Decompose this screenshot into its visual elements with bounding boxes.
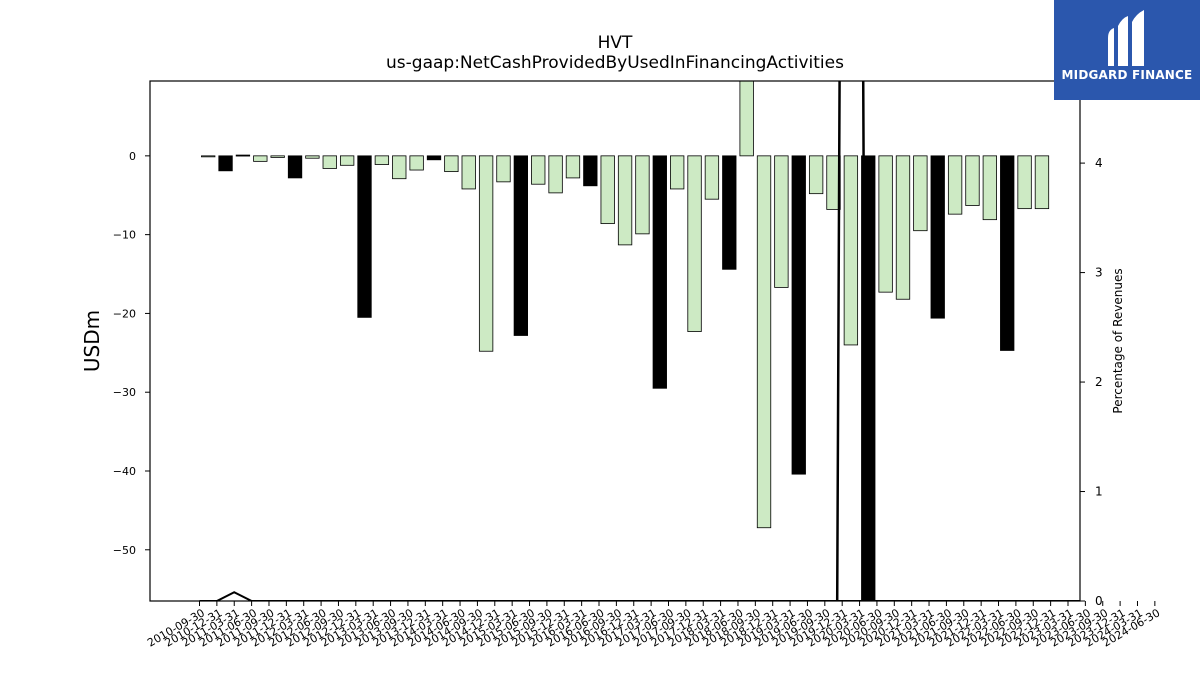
bar-13 — [426, 155, 442, 161]
bar-22 — [583, 155, 598, 187]
bar-40 — [895, 155, 911, 300]
y2-tick-label-4: 4 — [1095, 156, 1103, 170]
bar-20 — [548, 155, 563, 194]
bar-23 — [600, 155, 615, 225]
bar-24 — [617, 155, 633, 246]
bar-28 — [687, 155, 702, 332]
bar-1 — [218, 155, 233, 172]
plot-frame — [149, 80, 1081, 602]
y-tick-label-4: −40 — [113, 465, 136, 478]
bar-44 — [965, 155, 980, 206]
bar-30 — [722, 155, 737, 270]
bar-8 — [339, 155, 355, 166]
y2-axis-label: Percentage of Revenues — [1111, 268, 1125, 413]
chart-subtitle: us-gaap:NetCashProvidedByUsedInFinancing… — [386, 53, 844, 73]
bar-12 — [409, 155, 424, 171]
bar-18 — [513, 155, 528, 336]
ratio-spike — [835, 81, 867, 601]
y-tick-label-2: −20 — [113, 307, 136, 320]
bar-21 — [565, 155, 581, 179]
y-tick-label-3: −30 — [113, 386, 136, 399]
bar-26 — [652, 155, 667, 389]
bar-47 — [1017, 155, 1032, 210]
logo-text: MIDGARD FINANCE — [1061, 68, 1193, 82]
bar-7 — [322, 155, 337, 169]
bar-45 — [982, 155, 997, 221]
bar-46 — [1000, 155, 1015, 351]
y-tick-label-5: −50 — [113, 544, 136, 557]
bar-25 — [635, 155, 650, 235]
bar-6 — [305, 155, 320, 159]
bar-3 — [253, 155, 268, 162]
bar-33 — [774, 155, 789, 288]
bar-17 — [496, 155, 511, 183]
y-tick-label-1: −10 — [113, 229, 136, 242]
line-group — [199, 81, 1080, 601]
chart-title: HVT — [598, 33, 633, 53]
bars-group — [201, 81, 1050, 601]
bar-31 — [739, 81, 754, 157]
bar-34 — [791, 155, 806, 475]
bar-2 — [235, 154, 251, 157]
bar-0 — [201, 155, 216, 158]
bar-4 — [270, 155, 285, 158]
y2-tick-label-2: 2 — [1095, 375, 1103, 389]
y2-tick-label-0: 0 — [1095, 594, 1103, 608]
bar-14 — [444, 155, 459, 173]
bar-16 — [478, 155, 494, 352]
bar-11 — [392, 155, 407, 180]
bar-39 — [878, 155, 893, 293]
y2-tick-label-3: 3 — [1095, 266, 1103, 280]
bar-48 — [1034, 155, 1050, 210]
y2-tick-label-1: 1 — [1095, 485, 1103, 499]
bar-5 — [287, 155, 303, 179]
bar-43 — [947, 155, 963, 215]
bar-29 — [704, 155, 720, 200]
bar-10 — [374, 155, 390, 165]
midgard-logo-icon — [1108, 10, 1144, 66]
ratio-line — [199, 591, 1080, 601]
bar-15 — [461, 155, 476, 190]
bar-32 — [756, 155, 772, 529]
bar-9 — [357, 155, 372, 318]
bar-19 — [531, 155, 546, 185]
bar-42 — [930, 155, 945, 319]
bar-27 — [670, 155, 685, 190]
brand-logo: MIDGARD FINANCE — [1054, 0, 1200, 100]
bar-37 — [843, 155, 859, 346]
bar-41 — [913, 155, 928, 232]
bar-35 — [808, 155, 824, 195]
y-tick-label-0: 0 — [129, 150, 136, 163]
y-axis-label: USDm — [80, 310, 104, 372]
